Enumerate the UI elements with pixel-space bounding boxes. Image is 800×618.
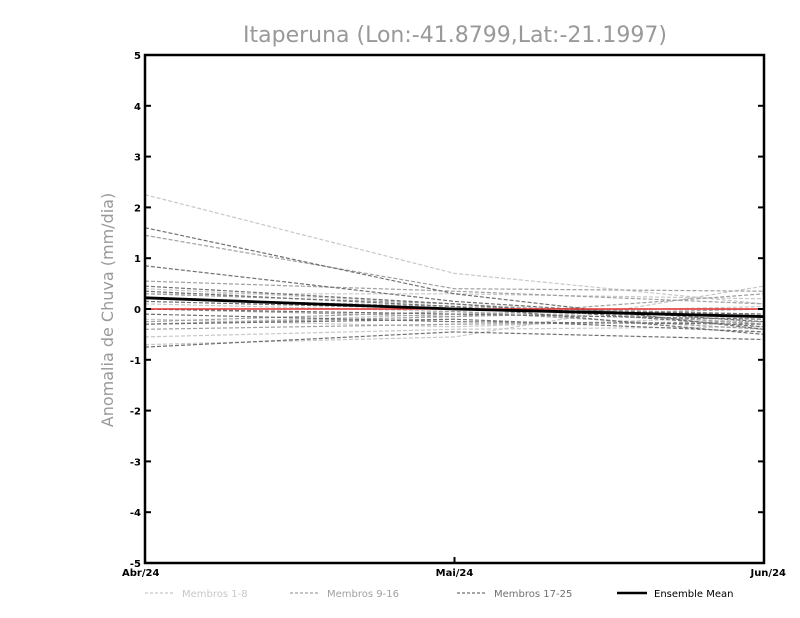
y-tick-label: -4 — [130, 508, 141, 519]
legend-label: Membros 1-8 — [182, 589, 248, 600]
member-line-g2-2 — [145, 280, 764, 305]
member-line-g2-6 — [145, 308, 764, 318]
legend-label: Ensemble Mean — [654, 589, 733, 600]
x-tick-label: Jun/24 — [749, 568, 786, 579]
member-line-g1-6 — [145, 326, 764, 338]
legend-label: Membros 17-25 — [494, 589, 572, 600]
y-tick-label: 3 — [134, 153, 141, 164]
legend: Membros 1-8 Membros 9-16 Membros 17-25 Ense… — [145, 589, 733, 600]
member-line-g3-3 — [145, 331, 764, 348]
y-tick-label: 5 — [134, 51, 141, 62]
member-line-g3-7 — [145, 308, 764, 320]
y-tick-label: -3 — [130, 457, 141, 468]
member-line-g3-4 — [145, 285, 764, 328]
ensemble-mean-line — [145, 296, 764, 318]
member-line-g3-1 — [145, 227, 764, 330]
y-tick-label: -1 — [130, 356, 141, 367]
x-tick-label: Abr/24 — [122, 568, 159, 579]
member-line-g2-7 — [145, 310, 764, 330]
member-line-g3-9 — [145, 290, 764, 335]
y-tick-label: -5 — [130, 559, 141, 570]
y-tick-label: 2 — [134, 203, 141, 214]
legend-label: Membros 9-16 — [327, 589, 399, 600]
y-tick-label: 1 — [134, 254, 141, 265]
member-line-g2-1 — [145, 234, 764, 292]
member-line-g2-5 — [145, 321, 764, 330]
y-axis-label: Anomalia de Chuva (mm/dia) — [98, 193, 117, 427]
x-tick-label: Mai/24 — [436, 568, 474, 579]
member-line-g3-5 — [145, 318, 764, 333]
y-tick-label: -2 — [130, 407, 141, 418]
member-line-g1-1 — [145, 194, 764, 305]
chart-title: Itaperuna (Lon:-41.8799,Lat:-21.1997) — [243, 23, 667, 48]
y-tick-label: 0 — [134, 305, 141, 316]
y-tick-label: 4 — [134, 102, 141, 113]
member-line-g3-8 — [145, 313, 764, 325]
